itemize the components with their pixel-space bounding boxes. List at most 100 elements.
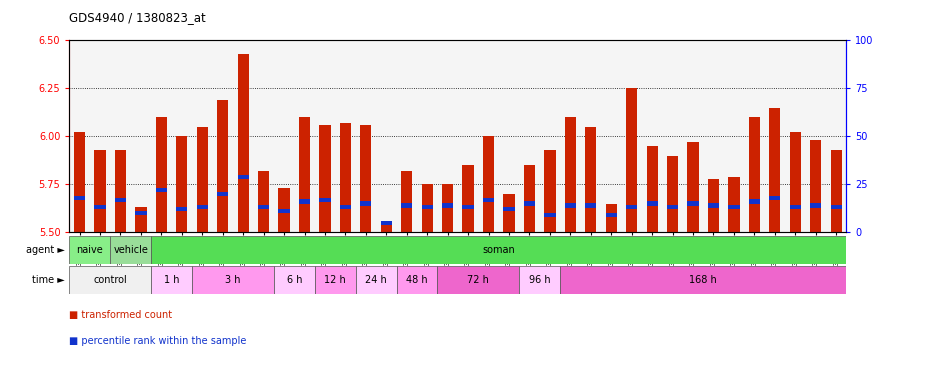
Text: 12 h: 12 h — [325, 275, 346, 285]
Bar — [74, 196, 85, 200]
Text: 48 h: 48 h — [406, 275, 427, 285]
Bar — [647, 146, 658, 232]
Bar — [770, 196, 781, 200]
Bar — [586, 203, 597, 207]
Text: 96 h: 96 h — [529, 275, 550, 285]
Bar — [810, 203, 821, 207]
Text: agent ►: agent ► — [26, 245, 65, 255]
Bar — [728, 177, 739, 232]
Bar — [564, 117, 576, 232]
Bar — [217, 192, 228, 196]
Bar — [115, 197, 126, 202]
Bar — [69, 266, 151, 294]
Bar — [442, 184, 453, 232]
Bar — [483, 197, 494, 202]
Bar — [151, 266, 192, 294]
Bar — [355, 266, 397, 294]
Bar — [278, 188, 290, 232]
Bar — [831, 205, 842, 210]
Bar — [299, 117, 310, 232]
Bar — [397, 266, 438, 294]
Bar — [708, 203, 719, 207]
Bar — [314, 266, 355, 294]
Bar — [667, 156, 678, 232]
Bar — [381, 223, 392, 232]
Text: ■ percentile rank within the sample: ■ percentile rank within the sample — [69, 336, 247, 346]
Bar — [606, 213, 617, 217]
Bar — [524, 201, 535, 205]
Text: vehicle: vehicle — [113, 245, 148, 255]
Bar — [503, 207, 514, 212]
Bar — [278, 209, 290, 213]
Text: 72 h: 72 h — [467, 275, 489, 285]
Bar — [135, 207, 146, 232]
Bar — [319, 125, 330, 232]
Bar — [626, 88, 637, 232]
Text: control: control — [93, 275, 127, 285]
Bar — [299, 199, 310, 204]
Bar — [626, 205, 637, 210]
Bar — [238, 54, 249, 232]
Bar — [69, 236, 110, 264]
Bar — [319, 197, 330, 202]
Bar — [790, 205, 801, 210]
Bar — [770, 108, 781, 232]
Bar — [561, 266, 846, 294]
Bar — [544, 213, 556, 217]
Bar — [790, 132, 801, 232]
Bar — [238, 174, 249, 179]
Bar — [442, 203, 453, 207]
Text: 24 h: 24 h — [365, 275, 387, 285]
Bar — [339, 205, 351, 210]
Text: GDS4940 / 1380823_at: GDS4940 / 1380823_at — [69, 12, 206, 25]
Bar — [810, 140, 821, 232]
Text: 1 h: 1 h — [164, 275, 179, 285]
Bar — [748, 199, 760, 204]
Bar — [176, 136, 188, 232]
Text: 6 h: 6 h — [287, 275, 302, 285]
Bar — [519, 266, 561, 294]
Bar — [192, 266, 274, 294]
Bar — [483, 136, 494, 232]
Bar — [438, 266, 519, 294]
Bar — [462, 205, 474, 210]
Bar — [74, 132, 85, 232]
Bar — [339, 123, 351, 232]
Bar — [401, 203, 413, 207]
Bar — [197, 205, 208, 210]
Bar — [606, 204, 617, 232]
Bar — [462, 165, 474, 232]
Bar — [503, 194, 514, 232]
Bar — [135, 211, 146, 215]
Bar — [647, 201, 658, 205]
Bar — [258, 171, 269, 232]
Bar — [217, 100, 228, 232]
Bar — [381, 221, 392, 225]
Bar — [197, 127, 208, 232]
Bar — [422, 184, 433, 232]
Bar — [687, 142, 698, 232]
Text: time ►: time ► — [32, 275, 65, 285]
Bar — [667, 205, 678, 210]
Bar — [728, 205, 739, 210]
Bar — [360, 201, 372, 205]
Bar — [94, 205, 105, 210]
Bar — [544, 150, 556, 232]
Bar — [748, 117, 760, 232]
Bar — [155, 117, 167, 232]
Text: soman: soman — [483, 245, 515, 255]
Bar — [831, 150, 842, 232]
Bar — [176, 207, 188, 212]
Bar — [422, 205, 433, 210]
Bar — [274, 266, 315, 294]
Bar — [401, 171, 413, 232]
Bar — [94, 150, 105, 232]
Bar — [110, 236, 151, 264]
Bar — [115, 150, 126, 232]
Text: 3 h: 3 h — [225, 275, 241, 285]
Bar — [564, 203, 576, 207]
Bar — [360, 125, 372, 232]
Bar — [524, 165, 535, 232]
Bar — [708, 179, 719, 232]
Text: ■ transformed count: ■ transformed count — [69, 310, 172, 319]
